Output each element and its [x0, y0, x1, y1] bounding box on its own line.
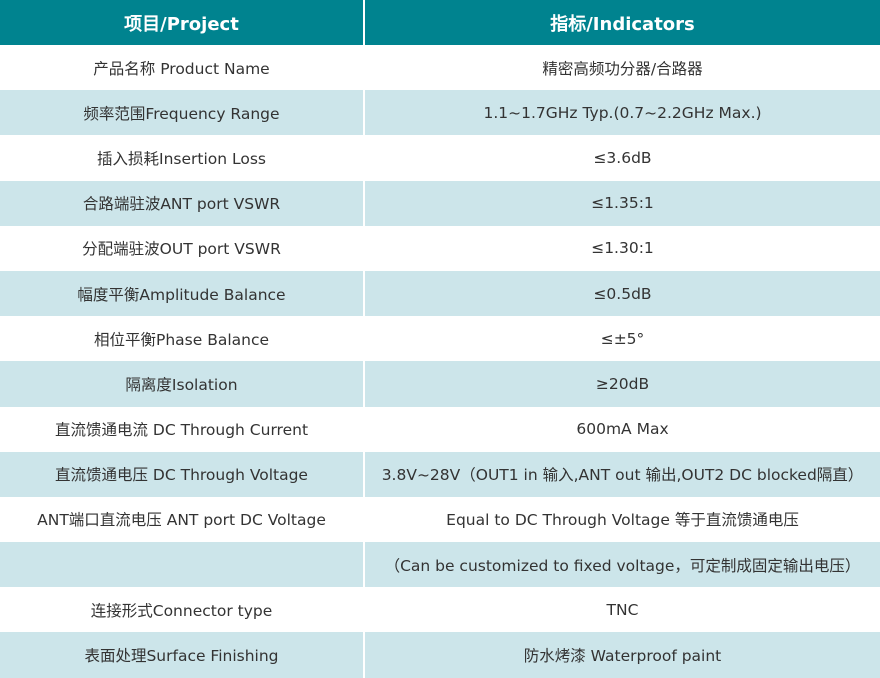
- table-row: 直流馈通电流 DC Through Current 600mA Max: [0, 406, 880, 452]
- project-cell: 连接形式Connector type: [90, 601, 273, 620]
- indicator-cell: TNC: [363, 587, 880, 633]
- indicator-cell: Equal to DC Through Voltage 等于直流馈通电压: [363, 496, 880, 543]
- table-row: 合路端驻波ANT port VSWR ≤1.35:1: [0, 180, 880, 226]
- indicator-cell: ≤3.6dB: [363, 135, 880, 181]
- indicator-cell: 精密高频功分器/合路器: [363, 45, 880, 91]
- project-cell: 产品名称 Product Name: [93, 59, 270, 78]
- indicator-cell: ≤1.35:1: [363, 180, 880, 226]
- project-cell: 幅度平衡Amplitude Balance: [0, 270, 364, 317]
- indicator-cell: 3.8V~28V（OUT1 in 输入,ANT out 输出,OUT2 DC b…: [363, 451, 880, 497]
- table-row: 表面处理Surface Finishing 防水烤漆 Waterproof pai…: [0, 632, 880, 678]
- project-cell: 直流馈通电流 DC Through Current: [54, 421, 309, 440]
- indicator-cell: ≤±5°: [363, 316, 880, 362]
- project-cell: 频率范围Frequency Range: [0, 90, 364, 136]
- table-row: 产品名称 Product Name 精密高频功分器/合路器: [0, 45, 880, 91]
- project-cell: 合路端驻波ANT port VSWR: [0, 180, 364, 226]
- indicator-cell: 防水烤漆 Waterproof paint: [363, 632, 880, 678]
- table-row: 插入损耗Insertion Loss ≤3.6dB: [0, 135, 880, 181]
- header-indicators: 指标/Indicators: [363, 0, 880, 45]
- project-cell: 相位平衡Phase Balance: [93, 330, 270, 349]
- table-row: 相位平衡Phase Balance ≤±5°: [0, 316, 880, 362]
- table-row: ANT端口直流电压 ANT port DC Voltage Equal to DC…: [0, 496, 880, 543]
- project-cell: 分配端驻波OUT port VSWR: [82, 240, 281, 259]
- indicator-cell: 1.1~1.7GHz Typ.(0.7~2.2GHz Max.): [363, 90, 880, 136]
- table-row: 隔离度Isolation ≥20dB: [0, 361, 880, 407]
- table-row: 连接形式Connector type TNC: [0, 587, 880, 633]
- indicator-cell: 600mA Max: [363, 406, 880, 452]
- table-row: 频率范围Frequency Range 1.1~1.7GHz Typ.(0.7~2…: [0, 90, 880, 136]
- table-row: （Can be customized to fixed voltage，可定制成…: [0, 542, 880, 588]
- indicator-cell: （Can be customized to fixed voltage，可定制成…: [363, 542, 880, 588]
- project-cell: ANT端口直流电压 ANT port DC Voltage: [37, 511, 326, 530]
- table-row: 直流馈通电压 DC Through Voltage 3.8V~28V（OUT1 i…: [0, 451, 880, 497]
- project-cell: 隔离度Isolation: [0, 361, 364, 407]
- table-row: 幅度平衡Amplitude Balance ≤0.5dB: [0, 270, 880, 317]
- project-cell: 插入损耗Insertion Loss: [97, 149, 266, 168]
- indicator-cell: ≤0.5dB: [363, 270, 880, 317]
- table-header-row: 项目/Project 指标/Indicators: [0, 0, 880, 45]
- project-cell: 直流馈通电压 DC Through Voltage: [0, 451, 364, 497]
- project-cell: [0, 542, 364, 588]
- table-row: 分配端驻波OUT port VSWR ≤1.30:1: [0, 225, 880, 271]
- header-project: 项目/Project: [0, 0, 364, 45]
- project-cell: 表面处理Surface Finishing: [0, 632, 364, 678]
- indicator-cell: ≥20dB: [363, 361, 880, 407]
- indicator-cell: ≤1.30:1: [363, 225, 880, 271]
